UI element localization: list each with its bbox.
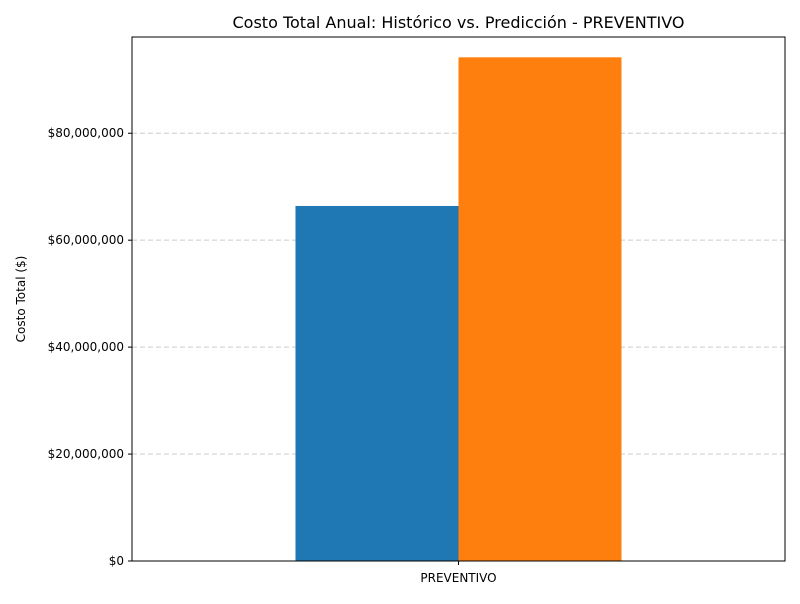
y-axis-title: Costo Total ($) bbox=[14, 256, 28, 343]
y-tick-label: $60,000,000 bbox=[48, 233, 124, 247]
y-tick-label: $40,000,000 bbox=[48, 340, 124, 354]
y-axis-ticks: $0 $20,000,000 $40,000,000 $60,000,000 $80,0… bbox=[48, 126, 132, 568]
y-tick-label: $80,000,000 bbox=[48, 126, 124, 140]
x-tick-label: PREVENTIVO bbox=[420, 571, 496, 585]
y-tick-label: $0 bbox=[109, 554, 124, 568]
y-tick-label: $20,000,000 bbox=[48, 447, 124, 461]
x-axis-ticks: PREVENTIVO bbox=[420, 561, 497, 585]
gridlines bbox=[132, 132, 785, 455]
chart-title: Costo Total Anual: Histórico vs. Predicc… bbox=[233, 13, 685, 32]
bar-series-1-preventivo bbox=[295, 205, 459, 562]
bar-series-2-preventivo bbox=[458, 57, 622, 562]
bars bbox=[295, 57, 622, 562]
